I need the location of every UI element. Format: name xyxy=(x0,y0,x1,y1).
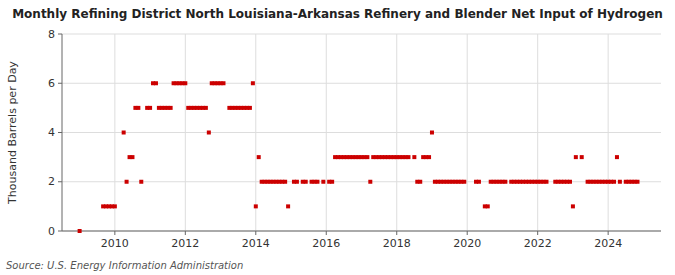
y-grid-line xyxy=(62,132,661,133)
point xyxy=(615,155,619,159)
x-tick-label: 2018 xyxy=(383,237,411,250)
point xyxy=(618,180,622,184)
point xyxy=(207,131,211,135)
x-grid-line xyxy=(608,34,609,231)
x-axis-line xyxy=(62,231,661,232)
x-grid-line xyxy=(255,34,256,231)
point xyxy=(136,106,140,110)
y-axis-label: Thousand Barrels per Day xyxy=(6,61,19,205)
x-tick-label: 2010 xyxy=(101,237,129,250)
x-tick-label: 2012 xyxy=(171,237,199,250)
x-grid-line xyxy=(326,34,327,231)
point xyxy=(503,180,507,184)
y-tick xyxy=(58,132,62,133)
point xyxy=(368,180,372,184)
point xyxy=(125,180,129,184)
x-tick-label: 2024 xyxy=(594,237,622,250)
x-tick xyxy=(467,231,468,235)
x-tick xyxy=(114,231,115,235)
y-grid-line xyxy=(62,231,661,232)
point xyxy=(427,155,431,159)
y-tick-label: 4 xyxy=(48,126,55,139)
y-tick-label: 6 xyxy=(48,77,55,90)
x-tick-label: 2014 xyxy=(242,237,270,250)
y-tick xyxy=(58,34,62,35)
point xyxy=(571,204,575,208)
point xyxy=(295,180,299,184)
point xyxy=(254,204,258,208)
y-tick xyxy=(58,181,62,182)
y-tick-label: 2 xyxy=(48,175,55,188)
x-grid-line xyxy=(114,34,115,231)
point xyxy=(139,180,143,184)
point xyxy=(430,131,434,135)
point xyxy=(365,155,369,159)
point xyxy=(544,180,548,184)
point xyxy=(574,155,578,159)
x-tick-label: 2022 xyxy=(524,237,552,250)
x-tick-label: 2020 xyxy=(453,237,481,250)
x-grid-line xyxy=(537,34,538,231)
point xyxy=(477,180,481,184)
chart: 0 2 4 6 8 2010 2012 2014 2016 2018 2020 2022 2024 Tho… xyxy=(0,0,675,275)
point xyxy=(568,180,572,184)
y-grid-line xyxy=(62,34,661,35)
point xyxy=(406,155,410,159)
point xyxy=(148,106,152,110)
point xyxy=(330,180,334,184)
x-tick xyxy=(326,231,327,235)
point xyxy=(257,155,261,159)
point xyxy=(248,106,252,110)
x-grid-line xyxy=(396,34,397,231)
point xyxy=(462,180,466,184)
y-tick xyxy=(58,83,62,84)
point xyxy=(315,180,319,184)
point xyxy=(78,229,82,233)
point xyxy=(612,180,616,184)
x-tick xyxy=(396,231,397,235)
source: Source: U.S. Energy Information Administ… xyxy=(6,260,243,271)
point xyxy=(221,81,225,85)
point xyxy=(169,106,173,110)
point xyxy=(635,180,639,184)
point xyxy=(130,155,134,159)
point xyxy=(122,131,126,135)
grid xyxy=(62,34,661,231)
point xyxy=(283,180,287,184)
y-tick-label: 0 xyxy=(48,225,55,238)
point xyxy=(204,106,208,110)
point xyxy=(412,155,416,159)
x-tick xyxy=(608,231,609,235)
point xyxy=(580,155,584,159)
x-grid-line xyxy=(467,34,468,231)
x-tick xyxy=(185,231,186,235)
y-tick-label: 8 xyxy=(48,28,55,41)
point xyxy=(304,180,308,184)
title: Monthly Refining District North Louisian… xyxy=(12,7,663,21)
point xyxy=(286,204,290,208)
x-tick xyxy=(537,231,538,235)
y-tick xyxy=(58,231,62,232)
point xyxy=(251,81,255,85)
point xyxy=(321,180,325,184)
points xyxy=(78,81,640,233)
point xyxy=(418,180,422,184)
x-tick xyxy=(255,231,256,235)
point xyxy=(183,81,187,85)
point xyxy=(486,204,490,208)
x-grid-line xyxy=(185,34,186,231)
x-tick-label: 2016 xyxy=(312,237,340,250)
point xyxy=(154,81,158,85)
point xyxy=(113,204,117,208)
